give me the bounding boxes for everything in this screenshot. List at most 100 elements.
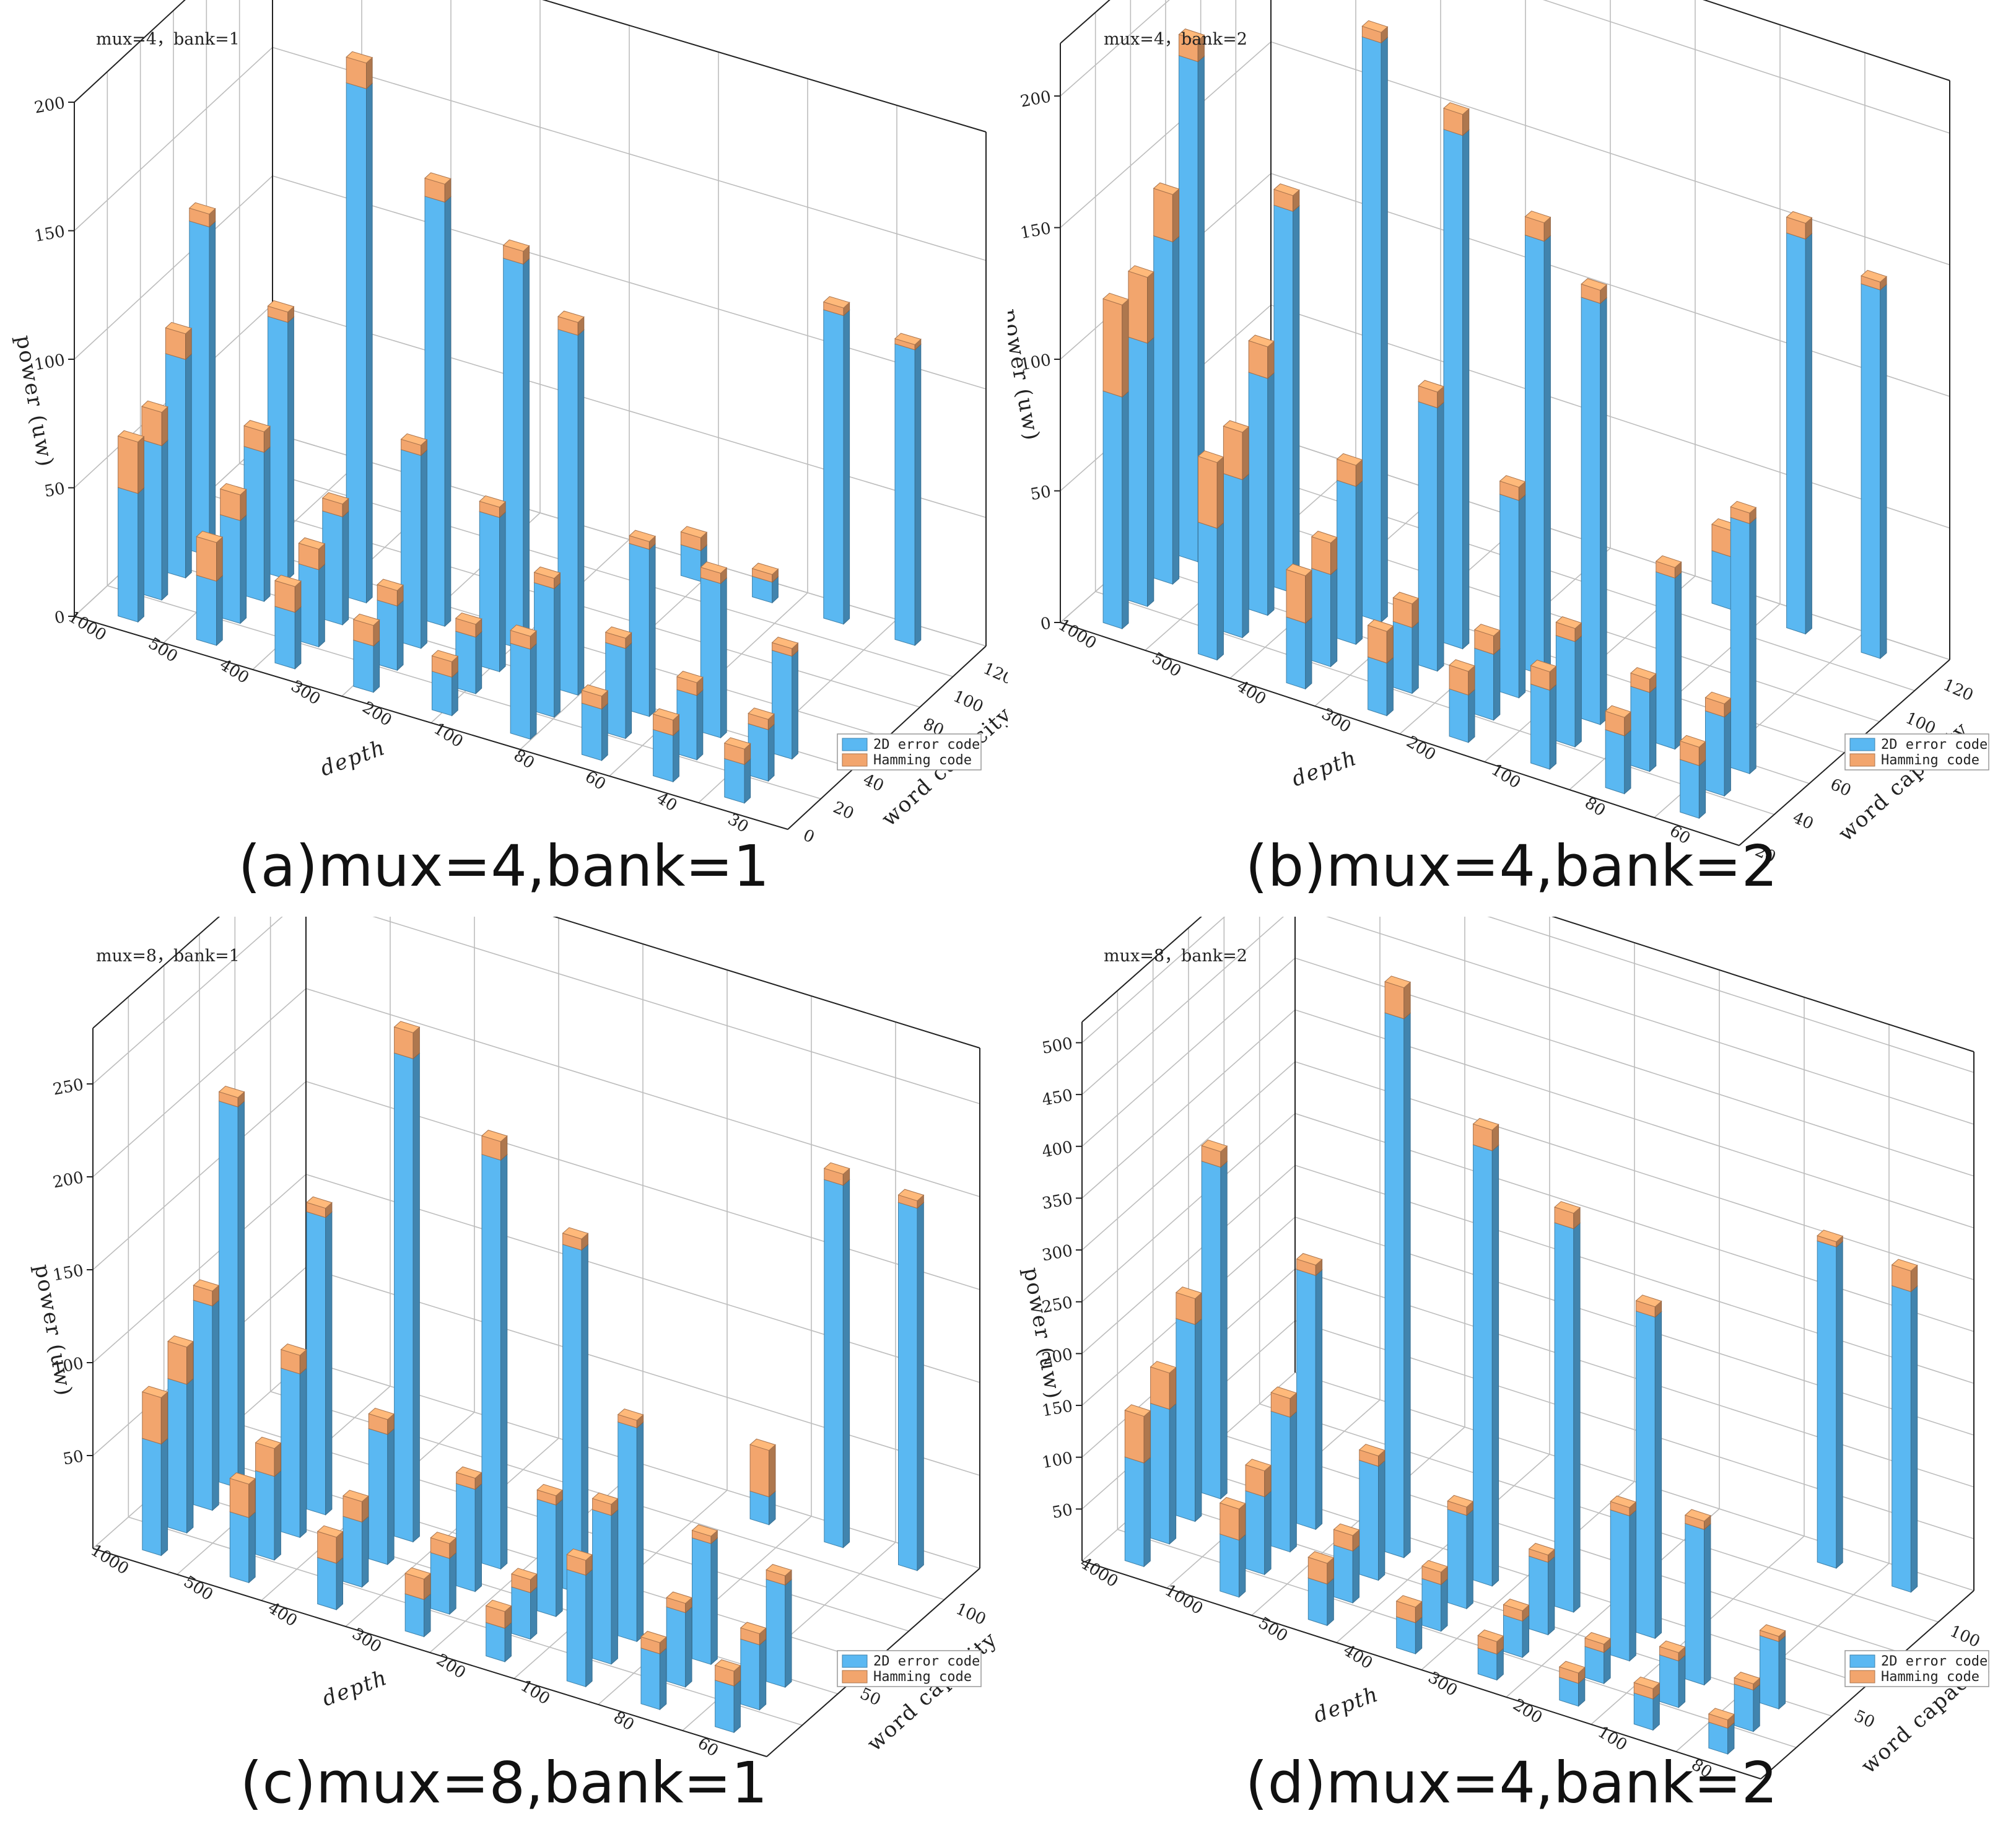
bar-stack	[1473, 624, 1501, 721]
bar-stack	[1311, 530, 1338, 668]
z-tick-label: 0	[53, 608, 67, 627]
hamming-bar-top	[591, 1492, 619, 1505]
hamming-bar-top	[352, 613, 380, 626]
hamming-bar-top	[400, 433, 428, 446]
hamming-bar-top	[700, 561, 728, 574]
bar-stack	[321, 492, 349, 626]
bar-stack	[897, 1189, 925, 1571]
error-code-bar-front	[1248, 372, 1268, 616]
hamming-bar-top	[280, 1343, 307, 1356]
error-code-bar-side	[1293, 205, 1300, 594]
axis-line	[1739, 659, 1950, 846]
bar-stack	[823, 1162, 850, 1548]
axis-box	[92, 917, 980, 1757]
bar-stack	[1395, 1595, 1423, 1655]
bar-stack	[455, 612, 482, 695]
hamming-bar-front	[142, 1391, 162, 1445]
hamming-bar-front	[1223, 426, 1243, 481]
bar-stack	[280, 1343, 307, 1539]
error-code-bar-side	[294, 606, 302, 670]
bar-stack	[1418, 380, 1444, 672]
error-code-bar-front	[1530, 683, 1550, 770]
error-code-bar-front	[167, 1378, 188, 1534]
hamming-bar-top	[455, 612, 482, 625]
grid-line	[1081, 917, 1975, 1073]
error-code-bar-front	[1503, 1614, 1523, 1658]
bar-stack	[1245, 1459, 1272, 1576]
error-code-bar-side	[1239, 1534, 1246, 1598]
depth-tick-label: 1000	[1055, 616, 1099, 653]
error-code-bar-front	[486, 1622, 505, 1662]
error-code-bar-front	[118, 487, 139, 622]
bar-stack	[368, 1407, 395, 1566]
z-tick-label: 350	[1041, 1190, 1074, 1213]
error-code-bar-side	[449, 1552, 456, 1615]
bar-stack	[485, 1599, 512, 1663]
wc-tick-label: 120	[1940, 676, 1976, 705]
error-code-bar-front	[562, 1244, 582, 1595]
error-code-bar-side	[1649, 686, 1657, 772]
error-code-bar-front	[1605, 729, 1625, 795]
hamming-bar-top	[1633, 1676, 1660, 1689]
hamming-bar-top	[1219, 1496, 1246, 1509]
error-code-bar-front	[1443, 129, 1464, 650]
y-axis-title: word capacity	[862, 1627, 1002, 1756]
hamming-bar-front	[141, 406, 162, 447]
hamming-bar-side	[769, 1444, 776, 1498]
wc-tick-label: 100	[1947, 1622, 1983, 1652]
error-code-bar-side	[1267, 372, 1275, 616]
error-code-bar-front	[503, 258, 524, 650]
bar-stack	[117, 430, 145, 623]
hamming-bar-top	[481, 1130, 508, 1142]
bar-stack	[1153, 182, 1180, 585]
error-code-bar-front	[766, 1579, 786, 1688]
error-code-bar-front	[1296, 1269, 1316, 1530]
error-code-bar-side	[523, 258, 530, 651]
bar-stack	[766, 1564, 792, 1688]
error-code-bar-front	[322, 510, 343, 626]
x-axis-title: depth	[1310, 1682, 1382, 1728]
chart-title: mux=4，bank=1	[96, 30, 240, 49]
error-code-bar-front	[1525, 234, 1545, 676]
bar-stack	[536, 1483, 564, 1618]
error-code-bar-front	[1384, 1012, 1405, 1558]
bar-stack	[1734, 1672, 1761, 1732]
hamming-bar-top	[1659, 1640, 1686, 1653]
hamming-bar-top	[604, 626, 632, 639]
hamming-bar-top	[749, 1438, 776, 1451]
hamming-bar-front	[1384, 981, 1405, 1020]
wc-tick-label: 40	[860, 771, 886, 796]
bar-stack	[502, 239, 530, 651]
hamming-bar-top	[196, 530, 224, 543]
hamming-bar-top	[141, 1386, 168, 1399]
error-code-bar-side	[1315, 1269, 1323, 1531]
axis-line	[552, 917, 980, 1049]
error-code-bar-side	[1195, 1318, 1202, 1522]
error-code-bar-side	[1652, 1692, 1660, 1731]
bars	[1124, 976, 1918, 1755]
hamming-bar-side	[137, 435, 144, 494]
error-code-bar-side	[424, 1593, 431, 1638]
hamming-bar-top	[316, 1525, 344, 1538]
error-code-bar-front	[692, 1537, 712, 1665]
hamming-bar-top	[298, 537, 326, 550]
bar-stack	[1477, 1629, 1504, 1681]
hamming-bar-top	[117, 430, 145, 443]
chart-panel-c: 50 100 150 200 250 1000 500 400 300 200 100 80 60 50 1…	[0, 917, 1008, 1833]
error-code-bar-front	[1529, 1555, 1548, 1636]
error-code-bar-front	[219, 1101, 238, 1488]
bar-stack	[1635, 1295, 1662, 1640]
bars	[1102, 20, 1887, 819]
error-code-bar-front	[640, 1648, 660, 1710]
error-code-bar-front	[629, 543, 650, 717]
hamming-bar-side	[1216, 456, 1224, 530]
hamming-bar-top	[1528, 1543, 1555, 1556]
hamming-bar-top	[1248, 334, 1275, 347]
error-code-bar-front	[1311, 567, 1331, 667]
bar-stack	[617, 1408, 644, 1643]
hamming-bar-side	[161, 406, 168, 447]
bar-stack	[141, 1386, 168, 1557]
error-code-bar-side	[366, 82, 373, 604]
